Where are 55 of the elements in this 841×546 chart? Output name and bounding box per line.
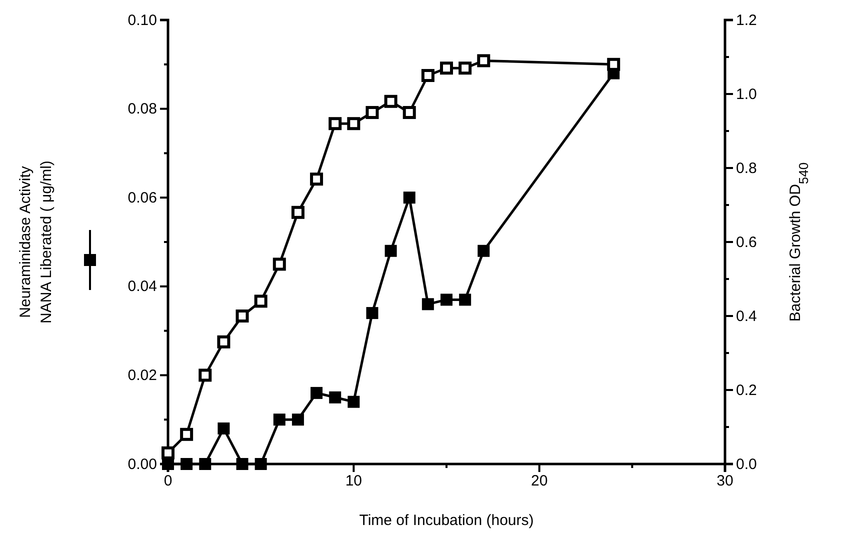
point [180, 458, 193, 470]
point [180, 428, 194, 441]
point [254, 458, 267, 470]
point [254, 294, 268, 308]
point [458, 62, 472, 75]
point [291, 206, 304, 219]
point [459, 294, 472, 306]
point [607, 58, 620, 71]
point [162, 446, 174, 460]
point [422, 298, 434, 310]
point [478, 244, 490, 257]
y-axis-title: Neuraminidase Activity NANA Liberated ( μg/ml) [17, 160, 55, 324]
y2-tick-label: 1.0 [736, 86, 757, 103]
x-tick-label: 30 [716, 472, 734, 490]
x-tick-label: 0 [164, 472, 172, 490]
point [310, 386, 323, 399]
point [199, 458, 212, 470]
point [421, 69, 434, 82]
point [310, 172, 324, 186]
x-tick-label: 20 [530, 472, 548, 490]
point [236, 310, 249, 322]
point [366, 307, 378, 320]
y2-tick-label: 0.6 [736, 234, 757, 251]
y2-tick-label: 0.2 [736, 382, 757, 399]
point [328, 117, 342, 130]
point [218, 422, 230, 434]
y-tick-label: 0.10 [128, 12, 157, 29]
x-axis-title: Time of Incubation (hours) [359, 512, 534, 529]
point [198, 368, 212, 382]
point [217, 335, 230, 348]
point [347, 117, 360, 130]
point [348, 396, 360, 408]
point [384, 94, 398, 108]
y-tick-label: 0.06 [128, 189, 157, 206]
y2-tick-label: 0.8 [736, 160, 757, 177]
point [402, 106, 416, 119]
point [403, 192, 416, 204]
point [440, 294, 452, 306]
x-tick-label: 10 [345, 472, 362, 490]
y-tick-label: 0.04 [128, 278, 157, 296]
point [236, 458, 248, 470]
point [329, 391, 342, 404]
point [292, 414, 304, 426]
point [440, 62, 453, 75]
point [477, 54, 490, 68]
y-tick-label: 0.00 [128, 456, 157, 473]
y2-tick-label: 0.0 [736, 456, 757, 473]
y2-tick-label: 0.4 [736, 308, 757, 325]
point [366, 106, 379, 119]
point [272, 258, 286, 271]
point [273, 414, 286, 426]
point [384, 244, 397, 257]
y-tick-label: 0.08 [128, 100, 157, 118]
y2-tick-label: 1.2 [736, 12, 757, 29]
y-tick-label: 0.02 [128, 367, 157, 384]
